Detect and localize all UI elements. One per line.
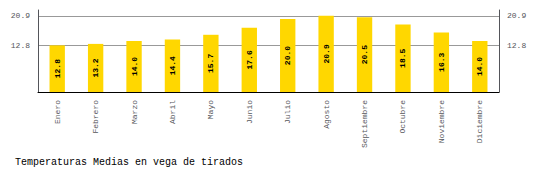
svg-text:20.0: 20.0 (283, 46, 292, 65)
svg-text:16.3: 16.3 (437, 52, 446, 71)
svg-text:Noviembre: Noviembre (437, 100, 446, 143)
svg-text:20.5: 20.5 (360, 45, 369, 64)
svg-text:Octubre: Octubre (398, 100, 407, 134)
svg-text:Diciembre: Diciembre (475, 100, 484, 143)
svg-text:Febrero: Febrero (91, 100, 100, 134)
svg-text:13.2: 13.2 (91, 58, 100, 77)
svg-text:20.9: 20.9 (322, 44, 331, 63)
svg-text:14.0: 14.0 (130, 57, 139, 76)
svg-text:Enero: Enero (53, 100, 62, 124)
svg-text:15.7: 15.7 (206, 54, 215, 73)
svg-text:20.9: 20.9 (507, 11, 526, 20)
svg-text:14.0: 14.0 (475, 57, 484, 76)
svg-text:Junio: Junio (245, 100, 254, 124)
svg-text:20.9: 20.9 (11, 11, 30, 20)
svg-text:Septiembre: Septiembre (360, 100, 369, 148)
svg-text:Temperaturas Medias en vega de: Temperaturas Medias en vega de tirados (15, 157, 243, 168)
svg-text:12.8: 12.8 (53, 59, 62, 78)
svg-text:Mayo: Mayo (206, 100, 215, 119)
svg-text:Julio: Julio (283, 100, 292, 124)
svg-text:Agosto: Agosto (322, 100, 331, 129)
svg-text:14.4: 14.4 (168, 56, 177, 75)
svg-text:12.8: 12.8 (11, 41, 30, 50)
svg-text:18.5: 18.5 (398, 48, 407, 67)
svg-text:Marzo: Marzo (130, 100, 139, 124)
svg-text:Abril: Abril (168, 100, 177, 124)
svg-text:17.6: 17.6 (245, 50, 254, 69)
svg-text:12.8: 12.8 (507, 41, 526, 50)
